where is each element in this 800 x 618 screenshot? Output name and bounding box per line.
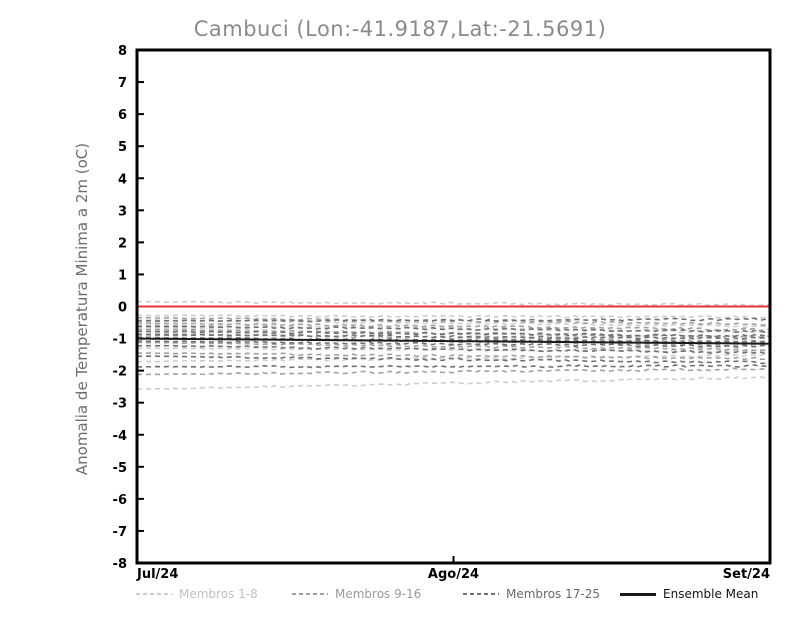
member-line [136, 325, 771, 334]
y-tick-label: -3 [113, 397, 127, 412]
y-tick-label: -2 [113, 365, 127, 380]
member-line [136, 300, 771, 307]
member-line [136, 364, 771, 369]
y-tick-label: -8 [113, 557, 127, 572]
y-tick-label: -7 [113, 525, 127, 540]
legend-item: Membros 17-25 [463, 585, 600, 603]
legend-swatch-1 [136, 593, 172, 595]
legend-swatch-3 [463, 593, 499, 595]
legend-item: Membros 9-16 [292, 585, 421, 603]
legend-item: Membros 1-8 [136, 585, 258, 603]
member-line [136, 333, 771, 341]
legend-label: Ensemble Mean [663, 587, 759, 601]
member-line [136, 375, 771, 390]
y-tick-label: 6 [118, 108, 127, 123]
member-line [136, 344, 771, 355]
x-tick-label: Jul/24 [136, 567, 178, 582]
member-line [136, 319, 771, 328]
y-tick-label: -1 [113, 333, 127, 348]
member-series-lines [136, 300, 771, 390]
member-line [136, 353, 771, 363]
member-line [136, 367, 771, 376]
member-line [136, 340, 771, 348]
legend-label: Membros 1-8 [179, 587, 258, 601]
x-tick-label: Set/24 [723, 567, 770, 582]
member-line [136, 322, 771, 332]
member-line [136, 355, 771, 365]
y-tick-label: -4 [113, 429, 127, 444]
chart-legend: Membros 1-8 Membros 9-16 Membros 17-25 Ense… [0, 585, 800, 605]
legend-item: Ensemble Mean [620, 585, 758, 603]
member-line [136, 317, 771, 323]
y-tick-label: 2 [118, 236, 127, 251]
member-line [136, 324, 771, 334]
legend-label: Membros 17-25 [506, 587, 600, 601]
legend-swatch-4 [620, 592, 656, 596]
y-tick-label: -5 [113, 461, 127, 476]
y-tick-label: 7 [118, 76, 127, 91]
y-tick-label: 8 [118, 44, 127, 59]
y-tick-label: 3 [118, 204, 127, 219]
x-tick-label: Ago/24 [428, 567, 479, 582]
y-tick-label: 1 [118, 268, 127, 283]
legend-swatch-2 [292, 593, 328, 595]
plot-frame-border [135, 48, 772, 565]
member-line [136, 330, 771, 338]
y-tick-label: 0 [118, 301, 127, 316]
chart-title: Cambuci (Lon:-41.9187,Lat:-21.5691) [193, 17, 607, 41]
y-tick-label: 4 [118, 172, 127, 187]
legend-label: Membros 9-16 [335, 587, 422, 601]
x-axis-ticks: Jul/24 Ago/24 Set/24 [136, 556, 771, 582]
member-line [136, 314, 771, 319]
y-tick-label: 5 [118, 140, 127, 155]
member-line [137, 352, 771, 361]
y-axis-ticks: 8 7 6 5 4 3 2 1 0 -1 -2 -3 -4 -5 -6 -7 -8 [113, 44, 144, 572]
ensemble-mean-line [136, 337, 771, 345]
y-tick-label: -6 [113, 493, 127, 508]
member-line [136, 341, 771, 352]
